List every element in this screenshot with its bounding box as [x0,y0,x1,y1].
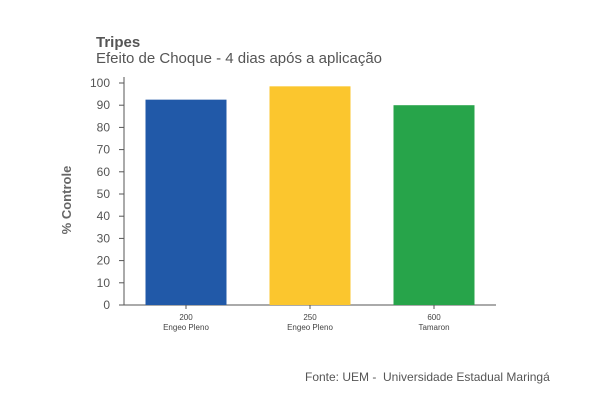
x-category-name-label: Tamaron [418,323,449,332]
y-tick-label: 90 [97,98,111,112]
x-category-name-label: Engeo Pleno [163,323,209,332]
x-category-value-label: 250 [303,313,317,322]
bar-2 [269,86,351,305]
y-tick-label: 30 [97,231,111,245]
y-tick-label: 100 [90,76,110,90]
bar-3 [393,105,475,305]
x-category-value-label: 600 [427,313,441,322]
y-axis-title-group: % Controle [59,166,74,235]
source-note: Fonte: UEM - Universidade Estadual Marin… [305,370,550,384]
y-tick-label: 0 [103,298,110,312]
x-category-name-label: Engeo Pleno [287,323,333,332]
y-tick-label: 70 [97,143,111,157]
y-ticks: 0 10 20 30 40 50 60 70 80 90 100 [90,76,124,312]
x-category-value-label: 200 [179,313,193,322]
y-tick-label: 80 [97,120,111,134]
chart-title: Tripes [96,34,141,51]
bar-1 [145,99,227,306]
y-tick-label: 20 [97,254,111,268]
y-axis-title: % Controle [59,166,74,235]
y-tick-label: 40 [97,209,111,223]
y-tick-label: 60 [97,165,111,179]
chart-subtitle: Efeito de Choque - 4 dias após a aplicaç… [96,50,383,67]
bars [145,86,475,306]
y-tick-label: 10 [97,276,111,290]
y-tick-label: 50 [97,187,111,201]
